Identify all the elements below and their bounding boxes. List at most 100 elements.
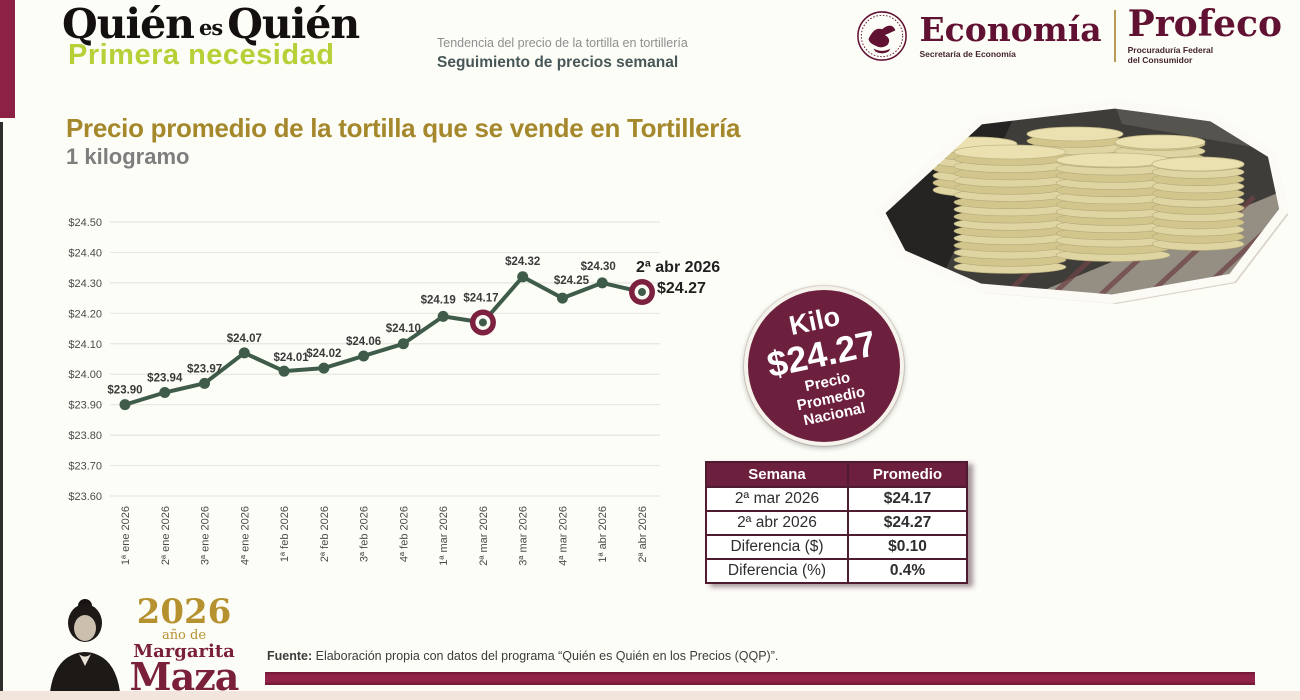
svg-text:$24.27: $24.27	[657, 280, 706, 297]
table-header: Semana Promedio	[705, 461, 968, 488]
source-text: Elaboración propia con datos del program…	[312, 649, 779, 663]
svg-text:2ª ene 2026: 2ª ene 2026	[160, 506, 172, 565]
svg-text:$23.97: $23.97	[187, 363, 222, 375]
year-margarita: Margarita	[133, 640, 235, 662]
margarita-maza-portrait	[50, 599, 120, 692]
bottom-accent-bar	[265, 672, 1255, 685]
kilo-price-badge-text: Kilo $24.27 Precio Promedio Nacional	[758, 297, 890, 435]
chart-svg: $24.50 $24.40 $24.30 $24.20 $24.10 $24.00 $23.…	[68, 217, 720, 566]
table-body: 2ª mar 2026 $24.17 2ª abr 2026 $24.27 Difere…	[705, 486, 968, 584]
svg-text:$24.19: $24.19	[421, 294, 456, 306]
svg-text:3ª ene 2026: 3ª ene 2026	[200, 506, 212, 565]
svg-text:3ª feb 2026: 3ª feb 2026	[359, 506, 371, 562]
table-cell-promedio: $24.27	[847, 510, 968, 536]
economia-logo: Economía Secretaría de Economía	[920, 13, 1102, 59]
gov-logos: Economía Secretaría de Economía Profeco …	[856, 6, 1282, 65]
svg-text:$24.01: $24.01	[273, 352, 309, 364]
table-header-promedio: Promedio	[847, 461, 968, 488]
table-cell-promedio: 0.4%	[847, 558, 968, 584]
svg-text:$23.94: $23.94	[147, 372, 183, 384]
svg-text:$24.32: $24.32	[505, 256, 540, 268]
economia-seal-icon	[856, 10, 907, 61]
chart-xtick-labels: 1ª ene 2026 2ª ene 2026 3ª ene 2026 4ª ene …	[120, 506, 649, 566]
table-row: Diferencia (%) 0.4%	[705, 558, 968, 584]
bottom-background-strip	[0, 691, 1300, 700]
table-cell-promedio: $24.17	[847, 486, 968, 512]
table-row: 2ª mar 2026 $24.17	[705, 486, 968, 512]
chart-gridlines	[110, 221, 660, 497]
svg-text:4ª mar 2026: 4ª mar 2026	[557, 506, 569, 566]
tagline-small: Tendencia del precio de la tortilla en t…	[437, 36, 688, 50]
chart-ytick-labels: $24.50 $24.40 $24.30 $24.20 $24.10 $24.00 $23.…	[68, 217, 102, 503]
table-cell-promedio: $0.10	[847, 534, 968, 560]
photo-border	[875, 99, 1289, 304]
svg-text:2ª mar 2026: 2ª mar 2026	[478, 506, 490, 566]
svg-text:$24.06: $24.06	[346, 336, 381, 348]
svg-text:$23.90: $23.90	[68, 400, 102, 412]
source-note: Fuente: Elaboración propia con datos del…	[267, 649, 778, 663]
kilo-price-badge: Kilo $24.27 Precio Promedio Nacional	[744, 286, 904, 446]
table-row: Diferencia ($) $0.10	[705, 534, 968, 560]
table-cell-semana: 2ª abr 2026	[705, 510, 849, 536]
program-logo: Quién es Quién Primera necesidad	[62, 0, 360, 71]
logo-divider	[1113, 9, 1116, 62]
tortilla-photo-svg	[875, 99, 1289, 304]
svg-text:$24.40: $24.40	[68, 247, 102, 259]
header-taglines: Tendencia del precio de la tortilla en t…	[437, 36, 688, 72]
profeco-subtitle: Procuraduría Federal del Consumidor	[1127, 45, 1214, 66]
program-logo-title: Quién es Quién	[62, 0, 360, 48]
year-2026: 2026	[136, 592, 232, 632]
svg-text:$24.25: $24.25	[554, 275, 590, 287]
svg-text:$24.07: $24.07	[227, 333, 262, 345]
svg-text:4ª ene 2026: 4ª ene 2026	[239, 506, 251, 565]
svg-text:$24.20: $24.20	[68, 308, 102, 320]
tortilla-stacks	[932, 126, 1245, 274]
price-comparison-table: Semana Promedio 2ª mar 2026 $24.17 2ª abr …	[705, 461, 968, 584]
left-edge-line	[0, 122, 3, 700]
year-badge-text: 2026 año de Margarita Maza	[128, 592, 240, 699]
table-cell-semana: 2ª mar 2026	[705, 486, 849, 512]
svg-text:$24.50: $24.50	[68, 217, 102, 229]
svg-text:$24.10: $24.10	[68, 339, 102, 351]
svg-text:$23.60: $23.60	[68, 491, 102, 503]
year-ano-de: año de	[161, 627, 207, 643]
svg-text:1ª ene 2026: 1ª ene 2026	[120, 506, 132, 565]
profeco-name: Profeco	[1127, 3, 1282, 45]
price-line-chart: $24.50 $24.40 $24.30 $24.20 $24.10 $24.00 $23.…	[55, 200, 755, 595]
economia-name: Economía	[919, 9, 1102, 49]
svg-text:$24.17: $24.17	[463, 292, 498, 304]
svg-text:4ª feb 2026: 4ª feb 2026	[398, 506, 410, 562]
chart-annotation: 2ª abr 2026 $24.27	[636, 259, 720, 297]
svg-text:1ª mar 2026: 1ª mar 2026	[438, 506, 450, 566]
economia-subtitle: Secretaría de Economía	[919, 48, 1016, 59]
svg-text:2ª abr 2026: 2ª abr 2026	[637, 506, 649, 563]
chart-point-labels: $23.90 $23.94 $23.97 $24.07 $24.01$24.02 $24.…	[107, 256, 615, 397]
chart-series-line	[123, 274, 645, 407]
table-row: 2ª abr 2026 $24.27	[705, 510, 968, 536]
svg-text:$23.80: $23.80	[68, 430, 102, 442]
svg-text:$23.70: $23.70	[68, 461, 102, 473]
svg-text:$23.90: $23.90	[107, 385, 142, 397]
page-title-sub: 1 kilogramo	[66, 143, 190, 169]
table-header-semana: Semana	[705, 461, 849, 488]
svg-text:3ª mar 2026: 3ª mar 2026	[518, 506, 530, 566]
svg-text:$24.10: $24.10	[386, 323, 421, 335]
svg-text:$24.30: $24.30	[68, 278, 102, 290]
svg-text:$24.02: $24.02	[306, 348, 341, 360]
program-logo-subtitle: Primera necesidad	[68, 39, 335, 71]
table-cell-semana: Diferencia ($)	[705, 534, 849, 560]
year-badge: 2026 año de Margarita Maza	[46, 592, 240, 699]
page-title: Precio promedio de la tortilla que se ve…	[66, 113, 741, 169]
page-title-main: Precio promedio de la tortilla que se ve…	[66, 113, 741, 143]
svg-text:1ª feb 2026: 1ª feb 2026	[279, 506, 291, 562]
source-label: Fuente:	[267, 649, 313, 663]
svg-text:2ª feb 2026: 2ª feb 2026	[319, 506, 331, 562]
left-accent-bar	[0, 0, 15, 118]
tortilla-photo	[860, 92, 1292, 332]
chart-point-markers	[119, 271, 656, 411]
year-maza: Maza	[129, 653, 240, 699]
svg-text:2ª abr 2026: 2ª abr 2026	[636, 259, 720, 276]
svg-text:$24.00: $24.00	[68, 369, 102, 381]
profeco-logo: Profeco Procuraduría Federal del Consumi…	[1128, 6, 1282, 65]
